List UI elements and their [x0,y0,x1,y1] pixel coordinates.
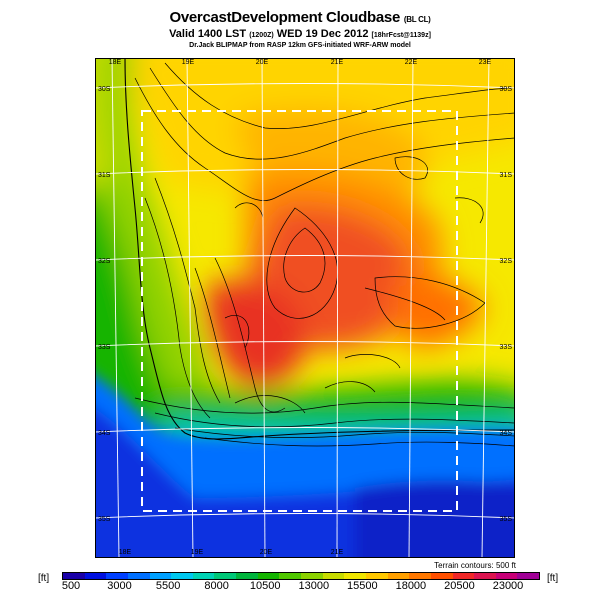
colorbar-segment [106,573,128,579]
colorbar-tick-label: 500 [61,580,81,592]
lat-right-label-3: 33S [500,344,513,351]
inner-domain-box [141,110,458,512]
colorbar-tick-label: 13000 [298,580,330,592]
map-subtitle: Valid 1400 LST (1200Z) WED 19 Dec 2012 [… [0,28,600,40]
map-title: OvercastDevelopment Cloudbase (BL CL) [0,9,600,26]
lon-top-label-2: 20E [256,59,269,66]
graticule [95,58,515,558]
cloudbase-map: 18E 19E 20E 21E 22E 23E 18E 19E 20E 21E … [95,58,515,558]
map-border [95,58,515,558]
lat-left-label-3: 33S [98,344,111,351]
field-layer [95,58,515,558]
colorbar-segment [127,573,150,579]
colorbar-tick-label: 18000 [395,580,427,592]
lat-left-label-1: 31S [98,172,111,179]
terrain-contours [134,62,515,447]
colorbar-segment [236,573,258,579]
colorbar-tick-label: 15500 [347,580,378,592]
coastline [124,58,515,440]
map-canvas: 18E 19E 20E 21E 22E 23E 18E 19E 20E 21E … [95,58,515,558]
lat-right-label-0: 30S [500,86,513,93]
lon-top-label-5: 23E [479,59,492,66]
map-title-suffix: (BL CL) [403,15,431,24]
colorbar-tick-label: 10500 [249,580,281,592]
lat-left-label-2: 32S [98,258,111,265]
colorbar-tick-label: 5500 [155,580,181,592]
lat-left-label-5: 35S [98,516,111,523]
colorbar [62,572,540,580]
colorbar-segment [84,573,107,579]
map-title-text: OvercastDevelopment Cloudbase [169,9,401,26]
colorbar-tick-label: 23000 [492,580,524,592]
colorbar-segment [149,573,172,579]
lon-top-label-1: 19E [182,59,195,66]
colorbar-segment [365,573,388,579]
terrain-contour-note: Terrain contours: 500 ft [434,561,516,570]
colorbar-segment [322,573,345,579]
forecast-info: [18hrFcst@1139z] [371,32,431,39]
colorbar-segment [452,573,475,579]
colorbar-tick-label: 3000 [107,580,132,592]
colorbar-segment [192,573,215,579]
lat-right-label-5: 35S [500,516,513,523]
latitude-left-labels: 30S 31S 32S 33S 34S 35S [98,86,111,523]
colorbar-segment [257,573,280,579]
colorbar-segment [409,573,431,579]
valid-date: WED 19 Dec 2012 [276,28,369,40]
lat-right-label-4: 34S [500,430,513,437]
lat-right-label-2: 32S [500,258,513,265]
colorbar-segment [387,573,410,579]
colorbar-labels: 500 3000 5500 8000 10500 13000 15500 18000 20500… [0,580,600,594]
lon-bottom-label-2: 20E [260,549,273,556]
colorbar-segment [301,573,323,579]
lon-bottom-label-1: 19E [191,549,204,556]
longitude-bottom-labels: 18E 19E 20E 21E [119,549,344,556]
colorbar-tick-label: 20500 [444,580,475,592]
colorbar-segment [517,573,540,579]
utc-time: (1200Z) [249,32,274,39]
lat-right-label-1: 31S [500,172,513,179]
colorbar-segment [171,573,193,579]
latitude-right-labels: 30S 31S 32S 33S 34S 35S [500,86,513,523]
lat-left-label-4: 34S [98,430,111,437]
longitude-top-labels: 18E 19E 20E 21E 22E 23E [109,59,492,66]
lat-left-label-0: 30S [98,86,111,93]
colorbar-segment [344,573,366,579]
lon-top-label-3: 21E [331,59,344,66]
colorbar-segment [474,573,496,579]
lon-top-label-4: 22E [405,59,418,66]
colorbar-segment [430,573,453,579]
valid-time: Valid 1400 LST [169,28,247,40]
lon-bottom-label-3: 21E [331,549,344,556]
colorbar-unit-left: [ft] [38,573,50,584]
colorbar-segment [279,573,302,579]
colorbar-unit-right: [ft] [547,573,559,584]
source-line: Dr.Jack BLIPMAP from RASP 12km GFS-initi… [189,42,411,49]
colorbar-segment [63,573,85,579]
colorbar-segment [495,573,518,579]
colorbar-segment [214,573,237,579]
lon-top-label-0: 18E [109,59,122,66]
colorbar-tick-label: 8000 [204,580,229,592]
lon-bottom-label-0: 18E [119,549,132,556]
